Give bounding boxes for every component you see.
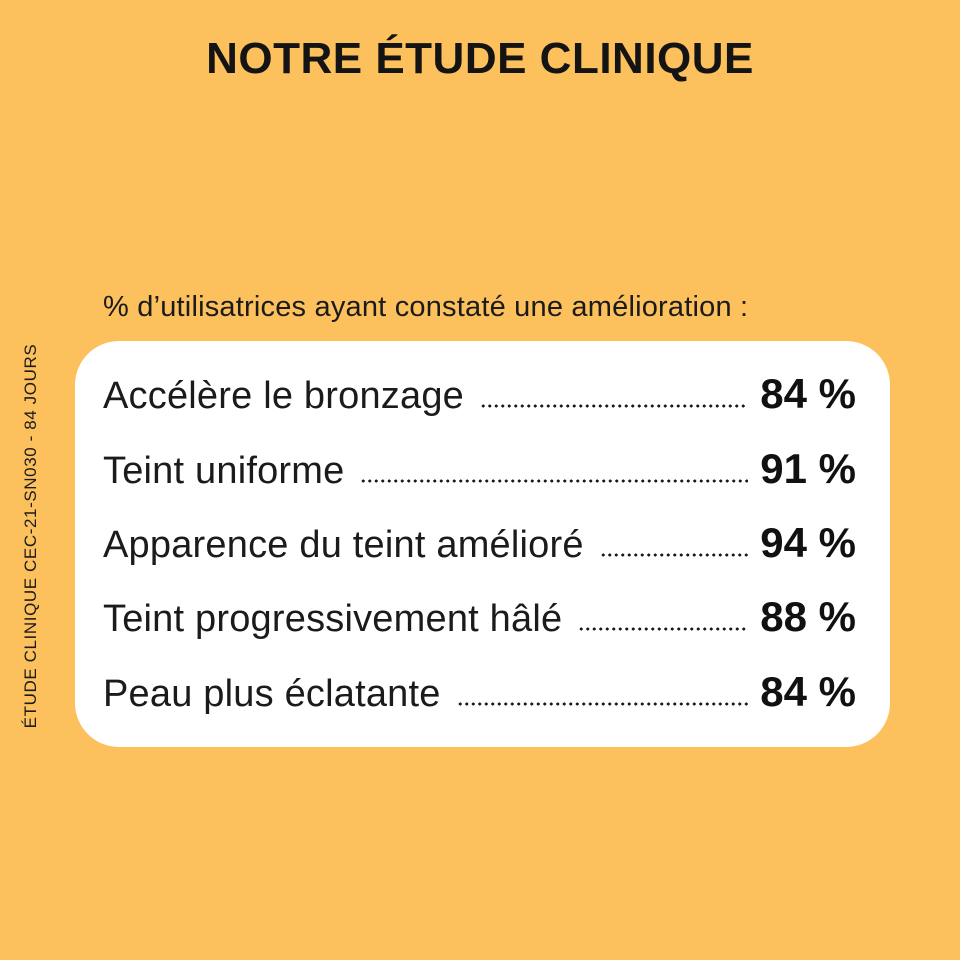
result-label: Apparence du teint amélioré	[103, 523, 584, 566]
page-title: NOTRE ÉTUDE CLINIQUE	[206, 34, 754, 83]
result-value: 84 %	[760, 370, 856, 418]
result-value: 91 %	[760, 444, 856, 492]
study-reference-vertical-label: ÉTUDE CLINIQUE CEC-21-SN030 - 84 JOURS	[21, 343, 40, 729]
subtitle: % d’utilisatrices ayant constaté une amé…	[103, 291, 749, 323]
result-value: 94 %	[760, 518, 856, 566]
dotted-leader	[599, 552, 748, 557]
result-value: 84 %	[760, 667, 856, 715]
dotted-leader	[456, 701, 748, 706]
dotted-leader	[480, 404, 748, 409]
dotted-leader	[360, 478, 748, 483]
result-label: Teint progressivement hâlé	[103, 598, 563, 641]
dotted-leader	[578, 627, 748, 632]
result-label: Teint uniforme	[103, 449, 345, 492]
results-card: Accélère le bronzage 84 % Teint uniforme…	[75, 341, 890, 747]
result-row: Teint progressivement hâlé 88 %	[103, 593, 856, 641]
result-row: Apparence du teint amélioré 94 %	[103, 519, 856, 567]
result-row: Accélère le bronzage 84 %	[103, 370, 856, 418]
result-value: 88 %	[760, 593, 856, 641]
result-row: Teint uniforme 91 %	[103, 445, 856, 493]
result-label: Accélère le bronzage	[103, 375, 464, 418]
result-row: Peau plus éclatante 84 %	[103, 668, 856, 716]
result-label: Peau plus éclatante	[103, 672, 441, 715]
